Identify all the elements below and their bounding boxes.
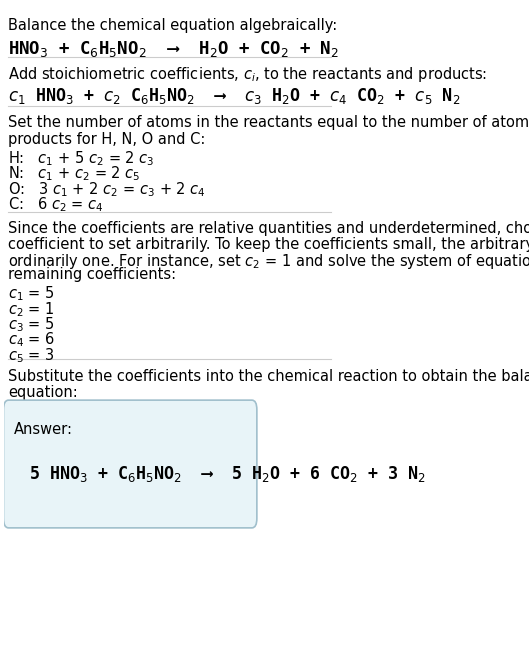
Text: $c_3$ = 5: $c_3$ = 5 [8,315,55,334]
Text: N:   $c_1$ + $c_2$ = 2 $c_5$: N: $c_1$ + $c_2$ = 2 $c_5$ [8,164,141,183]
Text: coefficient to set arbitrarily. To keep the coefficients small, the arbitrary va: coefficient to set arbitrarily. To keep … [8,237,529,252]
Text: Substitute the coefficients into the chemical reaction to obtain the balanced: Substitute the coefficients into the che… [8,369,529,384]
Text: O:   3 $c_1$ + 2 $c_2$ = $c_3$ + 2 $c_4$: O: 3 $c_1$ + 2 $c_2$ = $c_3$ + 2 $c_4$ [8,180,206,199]
Text: Balance the chemical equation algebraically:: Balance the chemical equation algebraica… [8,18,338,33]
Text: H:   $c_1$ + 5 $c_2$ = 2 $c_3$: H: $c_1$ + 5 $c_2$ = 2 $c_3$ [8,149,155,168]
Text: Since the coefficients are relative quantities and underdetermined, choose a: Since the coefficients are relative quan… [8,221,529,236]
FancyBboxPatch shape [4,400,257,528]
Text: C:   6 $c_2$ = $c_4$: C: 6 $c_2$ = $c_4$ [8,195,104,214]
Text: 5 HNO$_3$ + C$_6$H$_5$NO$_2$  ⟶  5 H$_2$O + 6 CO$_2$ + 3 N$_2$: 5 HNO$_3$ + C$_6$H$_5$NO$_2$ ⟶ 5 H$_2$O … [29,464,426,484]
Text: Set the number of atoms in the reactants equal to the number of atoms in the: Set the number of atoms in the reactants… [8,115,529,130]
Text: remaining coefficients:: remaining coefficients: [8,267,177,282]
Text: $c_5$ = 3: $c_5$ = 3 [8,346,55,364]
Text: $c_2$ = 1: $c_2$ = 1 [8,300,55,318]
Text: products for H, N, O and C:: products for H, N, O and C: [8,132,206,147]
Text: HNO$_3$ + C$_6$H$_5$NO$_2$  ⟶  H$_2$O + CO$_2$ + N$_2$: HNO$_3$ + C$_6$H$_5$NO$_2$ ⟶ H$_2$O + CO… [8,39,340,59]
Text: $c_4$ = 6: $c_4$ = 6 [8,331,56,349]
Text: Answer:: Answer: [14,422,73,437]
Text: $c_1$ HNO$_3$ + $c_2$ C$_6$H$_5$NO$_2$  ⟶  $c_3$ H$_2$O + $c_4$ CO$_2$ + $c_5$ N: $c_1$ HNO$_3$ + $c_2$ C$_6$H$_5$NO$_2$ ⟶… [8,86,461,106]
Text: ordinarily one. For instance, set $c_2$ = 1 and solve the system of equations fo: ordinarily one. For instance, set $c_2$ … [8,252,529,271]
Text: equation:: equation: [8,385,78,400]
Text: $c_1$ = 5: $c_1$ = 5 [8,285,55,303]
Text: Add stoichiometric coefficients, $c_i$, to the reactants and products:: Add stoichiometric coefficients, $c_i$, … [8,65,488,84]
